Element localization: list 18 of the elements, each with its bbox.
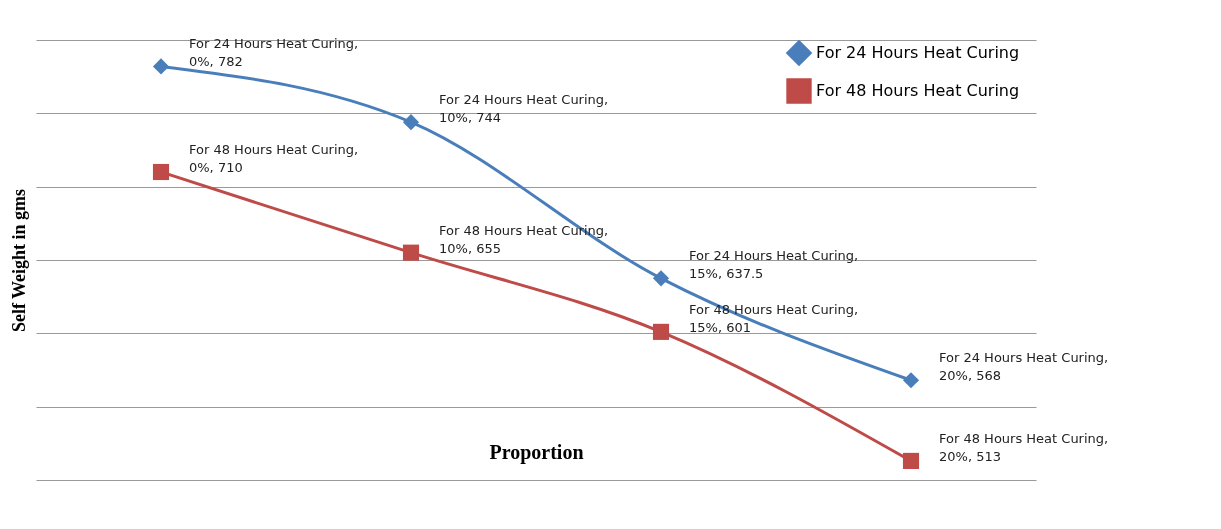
y-axis-title: Self Weight in gms [8,188,29,333]
point [652,270,670,287]
legend-label: For 24 Hours Heat Curing [816,43,1020,62]
point [152,58,170,75]
point [402,244,420,261]
point [402,114,420,131]
point [152,163,170,181]
data-label: For 48 Hours Heat Curing, 20%, 513 [939,430,1109,464]
legend-label: For 48 Hours Heat Curing [816,81,1020,100]
data-label: For 24 Hours Heat Curing, 20%, 568 [939,350,1109,384]
data-label: For 48 Hours Heat Curing, 0%, 710 [189,142,359,175]
x-axis-title: Proportion [489,440,584,464]
data-label: For 24 Hours Heat Curing, 0%, 782 [189,36,359,70]
data-label: For 24 Hours Heat Curing, 10%, 744 [439,92,609,126]
point [902,372,920,389]
point [652,323,670,340]
point [902,452,920,469]
data-label: For 24 Hours Heat Curing, 15%, 637.5 [689,248,859,282]
